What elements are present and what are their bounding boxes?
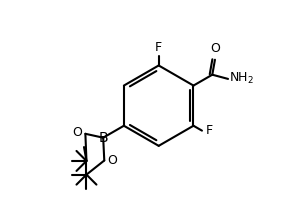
Text: O: O (210, 42, 220, 55)
Text: O: O (73, 126, 82, 139)
Text: NH$_2$: NH$_2$ (229, 71, 254, 86)
Text: B: B (98, 131, 108, 145)
Text: O: O (107, 154, 117, 167)
Text: F: F (155, 40, 162, 53)
Text: F: F (206, 124, 213, 137)
